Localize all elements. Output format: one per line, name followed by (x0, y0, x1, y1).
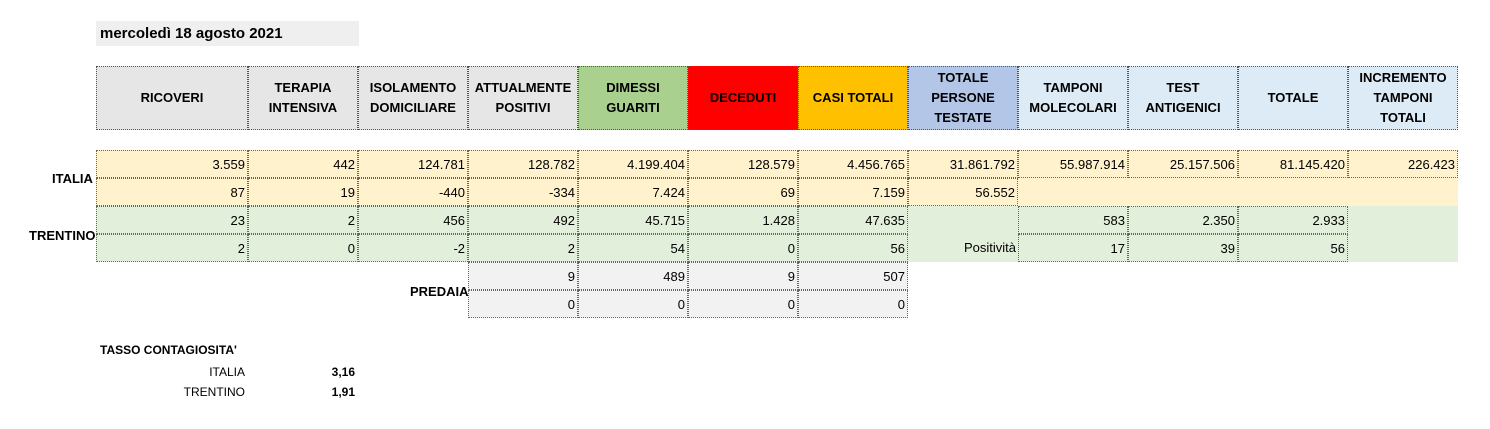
tasso-trentino-value: 1,91 (331, 385, 355, 399)
table-cell: 7.159 (798, 178, 908, 206)
table-cell: 23 (96, 206, 248, 234)
table-cell: 7.424 (578, 178, 688, 206)
table-cell: 4.199.404 (578, 150, 688, 178)
table-cell (908, 206, 1018, 234)
table-cell: 9 (468, 262, 578, 290)
table-cell: 0 (578, 290, 688, 318)
table-cell: 2 (96, 234, 248, 262)
row-label-trentino: TRENTINO (29, 228, 96, 243)
table-cell: 0 (248, 234, 358, 262)
report-date: mercoledì 18 agosto 2021 (96, 21, 359, 46)
tasso-title: TASSO CONTAGIOSITA' (100, 343, 237, 357)
table-cell: 25.157.506 (1128, 150, 1238, 178)
tasso-italia-value: 3,16 (331, 365, 355, 379)
table-cell: -334 (468, 178, 578, 206)
table-cell: 0 (798, 290, 908, 318)
column-header: DECEDUTI (688, 66, 798, 130)
table-cell: 39 (1128, 234, 1238, 262)
table-cell: 456 (358, 206, 468, 234)
column-header: TERAPIA INTENSIVA (248, 66, 358, 130)
column-header: ATTUALMENTE POSITIVI (468, 66, 578, 130)
table-cell: 489 (578, 262, 688, 290)
table-cell (1348, 234, 1458, 262)
row-label-italia: ITALIA (52, 171, 93, 186)
table-cell (1238, 178, 1348, 206)
table-cell: 56 (798, 234, 908, 262)
column-header: ISOLAMENTO DOMICILIARE (358, 66, 468, 130)
table-cell: 0 (688, 290, 798, 318)
column-header: TOTALE PERSONE TESTATE (908, 66, 1018, 130)
table-cell: 128.782 (468, 150, 578, 178)
table-cell: 45.715 (578, 206, 688, 234)
table-cell: 128.579 (688, 150, 798, 178)
table-cell: 507 (798, 262, 908, 290)
table-cell: 226.423 (1348, 150, 1458, 178)
table-cell: 2 (468, 234, 578, 262)
table-cell: 3.559 (96, 150, 248, 178)
row-label-predaia: PREDAIA (410, 284, 469, 299)
table-cell: 4.456.765 (798, 150, 908, 178)
table-cell: 2 (248, 206, 358, 234)
table-cell: 2.933 (1238, 206, 1348, 234)
table-cell (1018, 178, 1128, 206)
table-cell: 55.987.914 (1018, 150, 1128, 178)
table-cell (1348, 178, 1458, 206)
column-header: TEST ANTIGENICI (1128, 66, 1238, 130)
table-cell: 492 (468, 206, 578, 234)
table-cell: 81.145.420 (1238, 150, 1348, 178)
table-cell: -2 (358, 234, 468, 262)
table-cell: 87 (96, 178, 248, 206)
table-cell: 54 (578, 234, 688, 262)
column-header: DIMESSI GUARITI (578, 66, 688, 130)
table-cell (1128, 178, 1238, 206)
table-cell: 0 (468, 290, 578, 318)
table-cell (1348, 206, 1458, 234)
table-cell: 47.635 (798, 206, 908, 234)
table-cell: 31.861.792 (908, 150, 1018, 178)
table-cell: 1.428 (688, 206, 798, 234)
column-header: TOTALE (1238, 66, 1348, 130)
column-header: RICOVERI (96, 66, 248, 130)
tasso-italia-label: ITALIA (209, 365, 245, 379)
table-cell: 56.552 (908, 178, 1018, 206)
column-header: TAMPONI MOLECOLARI (1018, 66, 1128, 130)
column-header: CASI TOTALI (798, 66, 908, 130)
table-cell: 2.350 (1128, 206, 1238, 234)
tasso-trentino-label: TRENTINO (183, 385, 245, 399)
table-cell: 9 (688, 262, 798, 290)
table-cell: 19 (248, 178, 358, 206)
table-cell: -440 (358, 178, 468, 206)
table-cell: 124.781 (358, 150, 468, 178)
column-header: INCREMENTO TAMPONI TOTALI (1348, 66, 1458, 130)
table-cell: 583 (1018, 206, 1128, 234)
table-cell: 56 (1238, 234, 1348, 262)
table-cell: Positività (908, 234, 1018, 262)
table-cell: 69 (688, 178, 798, 206)
table-cell: 0 (688, 234, 798, 262)
table-cell: 17 (1018, 234, 1128, 262)
table-cell: 442 (248, 150, 358, 178)
